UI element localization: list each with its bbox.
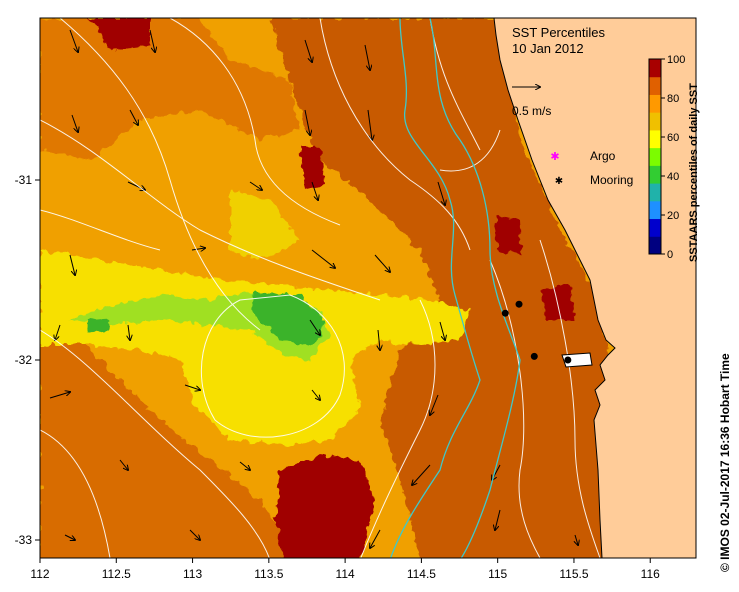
sst-contours	[40, 18, 601, 558]
colorbar-segment	[649, 112, 661, 131]
mooring-markers	[501, 300, 572, 364]
argo-label: Argo	[590, 149, 616, 163]
colorbar-tick-label: 80	[667, 93, 679, 105]
marker-legend: ✱ Argo ✱ Mooring	[550, 149, 633, 187]
x-tick-label: 113	[183, 567, 202, 581]
mooring-marker-icon: ✱	[555, 176, 563, 187]
y-axis: -31 -32 -33	[15, 173, 40, 547]
colorbar-segment	[649, 147, 661, 166]
velocity-vectors	[49, 29, 578, 548]
map-title: SST Percentiles	[512, 25, 605, 40]
velocity-scale: 0.5 m/s	[512, 87, 551, 118]
x-tick-label: 115.5	[559, 567, 588, 581]
x-tick-label: 112	[30, 567, 49, 581]
map-date: 10 Jan 2012	[512, 41, 584, 56]
colorbar-tick-label: 20	[667, 210, 679, 222]
y-tick-label: -31	[15, 173, 33, 187]
mooring-marker	[501, 309, 509, 317]
x-tick-label: 116	[641, 567, 660, 581]
x-tick-label: 114	[336, 567, 355, 581]
plot-frame	[39, 17, 697, 559]
mooring-marker	[515, 300, 523, 308]
mooring-marker	[530, 352, 538, 360]
colorbar-segment	[649, 165, 661, 184]
colorbar-segment	[649, 76, 661, 95]
mooring-label: Mooring	[590, 173, 633, 187]
colorbar-segment	[649, 218, 661, 237]
y-tick-label: -33	[15, 533, 33, 547]
colorbar-tick-label: 40	[667, 171, 679, 183]
mooring-marker	[564, 356, 572, 364]
colorbar: 0 20 40 60 80 100	[648, 54, 685, 261]
colorbar-segment	[649, 183, 661, 202]
colorbar-frame	[648, 58, 662, 255]
land-mass	[493, 18, 696, 558]
colorbar-tick-label: 100	[667, 54, 685, 66]
colorbar-tick-label: 60	[667, 132, 679, 144]
colorbar-segment	[649, 236, 661, 255]
colorbar-segment	[649, 94, 661, 113]
x-tick-label: 114.5	[407, 567, 436, 581]
colorbar-segment	[649, 200, 661, 220]
x-tick-label: 115	[488, 567, 507, 581]
imos-credit: © IMOS 02-Jul-2017 16:36 Hobart Time	[718, 353, 732, 572]
argo-marker-icon: ✱	[550, 151, 559, 163]
colorbar-label: SSTAARS percentiles of daily SST	[688, 83, 700, 262]
x-axis: 112 112.5 113 113.5 114 114.5 115 115.5 116	[30, 558, 660, 581]
colorbar-segment	[649, 129, 661, 149]
isobaths	[390, 18, 521, 558]
colorbar-segment	[649, 59, 661, 78]
colorbar-tick-label: 0	[667, 249, 673, 261]
velocity-scale-label: 0.5 m/s	[512, 104, 551, 118]
y-tick-label: -32	[15, 353, 33, 367]
x-tick-label: 112.5	[102, 567, 131, 581]
x-tick-label: 113.5	[254, 567, 283, 581]
